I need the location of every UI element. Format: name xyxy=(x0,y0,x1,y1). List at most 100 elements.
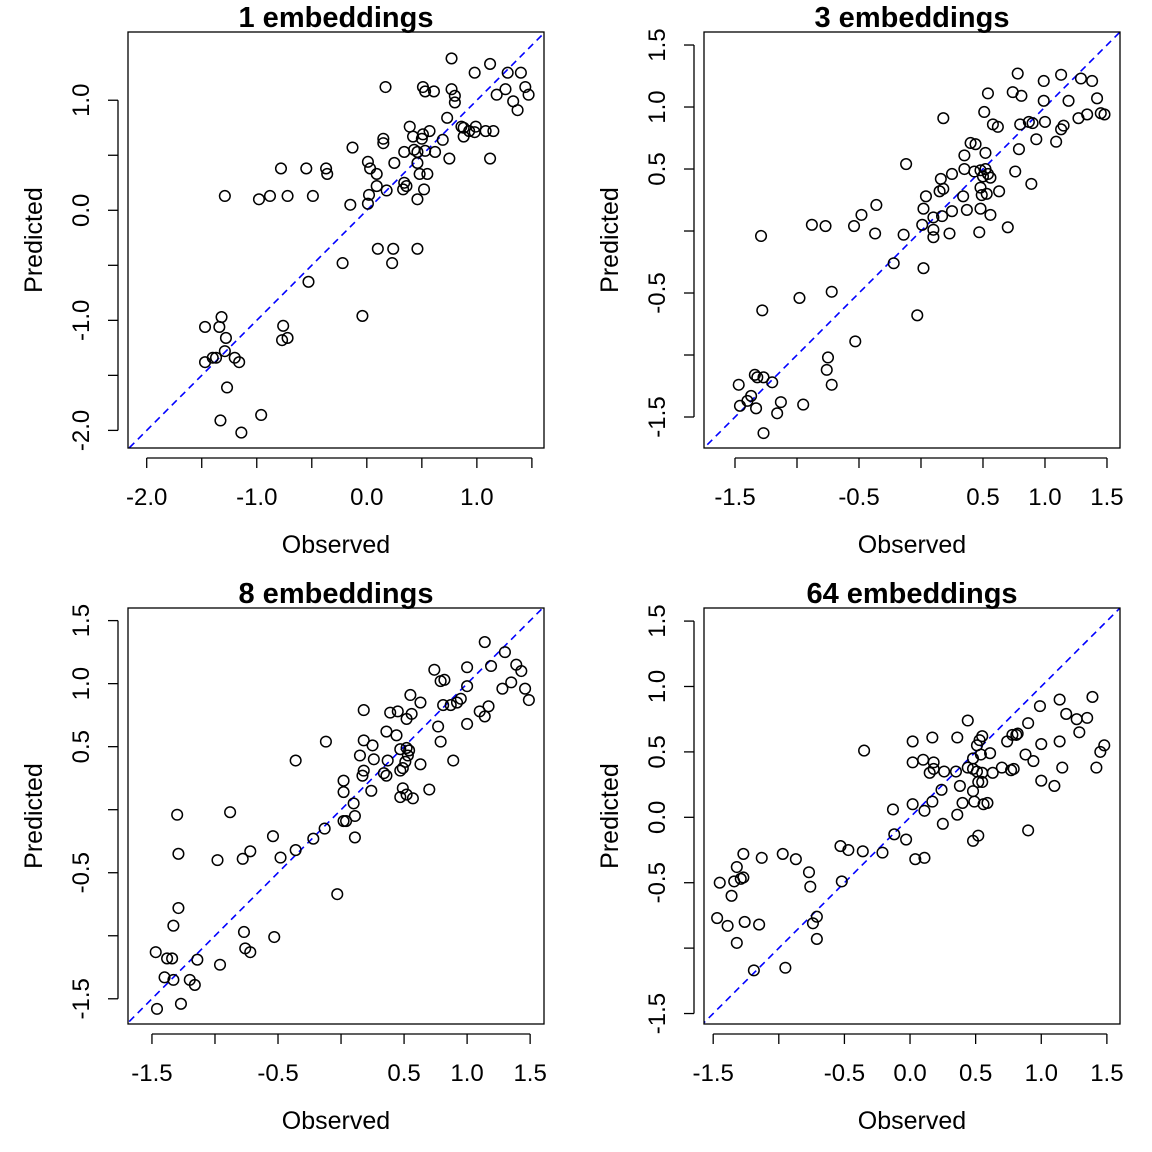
data-point xyxy=(356,769,369,782)
scatter-panel: -1.5 -0.5 0.0 0.5 1.0 1.5 -1.5 -0.5 0.0 0.5 1.0 1.5… xyxy=(596,578,1124,1135)
panel-title: 1 embeddings xyxy=(239,2,434,34)
data-point xyxy=(320,162,333,175)
x-tick-label: 0.5 xyxy=(959,1060,992,1087)
data-point xyxy=(984,747,997,760)
data-point xyxy=(960,203,973,216)
data-point xyxy=(1070,713,1083,726)
data-point xyxy=(220,381,234,394)
data-point xyxy=(511,104,524,117)
scatter-panel: -1.5 -0.5 0.5 1.0 1.5 -1.5 -0.5 0.5 1.0 1.5 8 embe… xyxy=(20,578,547,1135)
data-point xyxy=(415,132,428,145)
data-point xyxy=(737,871,750,884)
data-point xyxy=(1081,711,1094,724)
data-point xyxy=(443,152,456,165)
data-point xyxy=(732,378,745,391)
data-point xyxy=(972,829,985,842)
data-point xyxy=(268,930,281,944)
data-point xyxy=(805,218,818,231)
data-point xyxy=(1012,143,1025,156)
data-point xyxy=(281,189,294,203)
data-point xyxy=(957,190,970,203)
data-point xyxy=(1011,727,1024,740)
data-point xyxy=(1098,739,1111,752)
data-point xyxy=(300,162,313,175)
data-point xyxy=(1019,748,1032,761)
data-point xyxy=(519,80,532,94)
data-point xyxy=(198,356,212,369)
data-point xyxy=(943,227,956,240)
data-point xyxy=(876,846,889,859)
data-point xyxy=(1057,119,1070,132)
data-point xyxy=(394,764,407,777)
data-point xyxy=(394,791,407,804)
data-point xyxy=(266,830,280,843)
x-tick-label: 0.5 xyxy=(387,1060,420,1087)
data-point xyxy=(364,162,377,175)
data-point xyxy=(757,427,770,440)
plot-frame xyxy=(703,607,1121,1025)
data-point xyxy=(450,696,464,709)
data-point xyxy=(461,717,474,731)
data-point xyxy=(150,1002,164,1015)
y-tick-label: -2.0 xyxy=(68,410,95,451)
x-tick-label: 1.0 xyxy=(450,1060,483,1087)
data-point xyxy=(171,808,184,821)
data-point xyxy=(438,673,451,686)
data-point xyxy=(906,798,919,811)
data-point xyxy=(1086,74,1099,88)
data-point xyxy=(482,700,495,713)
data-point xyxy=(1011,67,1024,80)
data-point xyxy=(945,167,959,181)
y-tick-label: -0.5 xyxy=(68,852,95,893)
data-point xyxy=(1015,89,1028,102)
y-axis-label: Predicted xyxy=(20,187,48,293)
data-point xyxy=(209,351,223,364)
data-point xyxy=(371,242,384,255)
data-point xyxy=(1025,177,1038,190)
data-point xyxy=(936,817,949,830)
data-point xyxy=(1062,94,1075,107)
data-point xyxy=(897,228,910,241)
data-point xyxy=(1030,133,1043,146)
data-point xyxy=(725,889,738,902)
data-point xyxy=(400,741,413,754)
y-axis-label: Predicted xyxy=(20,763,48,869)
data-point xyxy=(753,918,766,931)
data-point xyxy=(289,843,302,857)
data-point xyxy=(1026,117,1039,130)
plot-frame xyxy=(127,31,545,449)
data-point xyxy=(346,141,359,154)
data-point xyxy=(167,919,180,932)
data-point xyxy=(1094,745,1107,758)
data-point xyxy=(934,172,947,185)
data-point xyxy=(487,124,500,138)
x-axis-label: Observed xyxy=(282,531,390,559)
data-point xyxy=(380,725,393,738)
data-point xyxy=(849,335,862,348)
data-point xyxy=(224,806,237,819)
x-tick-label: 1.0 xyxy=(1025,1060,1058,1087)
data-point xyxy=(1056,761,1069,774)
data-point xyxy=(834,840,847,853)
data-point xyxy=(938,765,951,778)
identity-reference-line xyxy=(128,608,544,1024)
data-point xyxy=(751,371,764,384)
data-point xyxy=(174,997,187,1010)
data-point xyxy=(909,853,922,866)
y-tick-label: 0.0 xyxy=(644,801,671,834)
data-point xyxy=(1007,762,1020,775)
data-point xyxy=(445,83,458,96)
data-point xyxy=(365,784,378,797)
data-point xyxy=(806,917,819,930)
data-point xyxy=(1027,755,1040,768)
data-point xyxy=(1098,108,1111,121)
data-point xyxy=(396,762,409,775)
data-point xyxy=(414,758,427,771)
data-point xyxy=(397,183,410,196)
data-point xyxy=(966,752,980,765)
data-point xyxy=(766,376,779,389)
data-point xyxy=(252,193,266,206)
data-point xyxy=(419,85,432,98)
data-point xyxy=(937,182,950,195)
data-point xyxy=(348,809,361,823)
